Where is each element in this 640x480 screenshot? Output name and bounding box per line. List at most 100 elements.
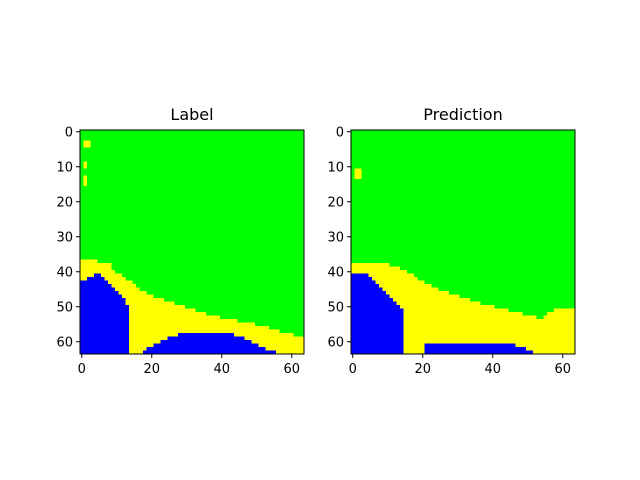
label-cell-run xyxy=(80,280,109,285)
prediction-cell-run xyxy=(351,196,576,201)
label-cell-run xyxy=(80,312,130,316)
label-cell-run xyxy=(129,340,161,344)
label-cell-run xyxy=(129,336,168,341)
label-xtick-label: 20 xyxy=(143,362,160,377)
prediction-cell-run xyxy=(351,336,404,341)
label-cell-run xyxy=(80,172,305,176)
prediction-cell-run xyxy=(459,294,576,299)
label-cell-run xyxy=(80,210,305,215)
label-cell-run xyxy=(83,182,88,187)
prediction-cell-run xyxy=(351,154,576,159)
label-cell-run xyxy=(80,186,305,190)
label-cell-run xyxy=(80,270,116,274)
label-cell-run xyxy=(153,294,305,299)
label-cell-run xyxy=(129,315,221,320)
prediction-cell-run xyxy=(536,315,544,320)
label-axes-frame xyxy=(79,129,305,355)
label-cell-run xyxy=(125,298,165,302)
prediction-cell-run xyxy=(351,294,390,299)
prediction-cell-run xyxy=(361,175,576,180)
prediction-cell-run xyxy=(424,343,516,348)
label-cell-run xyxy=(87,179,305,183)
label-cell-run xyxy=(80,252,305,257)
label-cell-run xyxy=(80,133,305,138)
prediction-cell-run xyxy=(543,315,576,320)
label-cell-run xyxy=(80,333,130,337)
prediction-cell-run xyxy=(403,322,576,327)
prediction-ytick-label: 0 xyxy=(336,125,344,140)
label-cell-run xyxy=(160,340,252,344)
label-cell-run xyxy=(80,294,123,299)
prediction-cell-run xyxy=(375,280,425,285)
label-cell-run xyxy=(125,277,305,281)
prediction-cell-run xyxy=(361,172,576,176)
prediction-cell-run xyxy=(403,308,509,313)
label-cell-run xyxy=(80,301,126,306)
prediction-cell-run xyxy=(351,182,576,187)
label-cell-run xyxy=(80,343,130,348)
label-cell-run xyxy=(90,144,305,148)
label-cell-run xyxy=(279,329,305,334)
prediction-cell-run xyxy=(407,270,576,274)
label-cell-run xyxy=(136,284,305,288)
prediction-cell-run xyxy=(526,347,576,351)
prediction-cell-run xyxy=(547,312,576,316)
label-cell-run xyxy=(111,266,305,271)
label-cell-run xyxy=(80,259,98,264)
prediction-cell-run xyxy=(382,287,439,292)
label-cell-run xyxy=(83,144,91,148)
label-cell-run xyxy=(83,175,88,180)
label-cell-run xyxy=(80,168,305,173)
label-cell-run xyxy=(87,277,105,281)
prediction-title: Prediction xyxy=(423,105,502,124)
label-cell-run xyxy=(80,130,305,134)
prediction-cell-run xyxy=(372,277,418,281)
prediction-cell-run xyxy=(508,308,555,313)
prediction-cell-run xyxy=(351,189,576,194)
prediction-cell-run xyxy=(368,273,415,278)
label-cell-run xyxy=(129,350,144,355)
prediction-cell-run xyxy=(351,277,373,281)
label-cell-run xyxy=(153,343,259,348)
prediction-ytick-label: 10 xyxy=(327,160,344,175)
label-cell-run xyxy=(80,189,305,194)
label-cell-run xyxy=(122,273,305,278)
label-cell-run xyxy=(111,263,305,267)
prediction-cell-run xyxy=(351,165,576,169)
label-axes-ticks: 0 20 40 60 0 10 20 30 40 50 60 xyxy=(56,125,300,377)
prediction-cell-run xyxy=(351,273,369,278)
prediction-cell-run xyxy=(351,147,576,152)
label-cell-run xyxy=(80,319,130,323)
label-cell-run xyxy=(87,182,305,187)
prediction-cell-run xyxy=(351,245,576,250)
prediction-cell-run xyxy=(351,270,408,274)
prediction-cell-run xyxy=(351,347,404,351)
label-cell-run xyxy=(255,322,305,327)
label-cell-run xyxy=(80,245,305,250)
prediction-heatmap xyxy=(351,130,576,355)
label-title: Label xyxy=(170,105,213,124)
prediction-ytick-label: 60 xyxy=(327,335,344,350)
label-ytick-label: 20 xyxy=(56,195,73,210)
label-cell-run xyxy=(115,270,305,274)
prediction-cell-run xyxy=(403,340,576,344)
prediction-cell-run xyxy=(351,168,355,173)
label-cell-run xyxy=(146,347,266,351)
label-cell-run xyxy=(132,280,305,285)
prediction-ytick-label: 40 xyxy=(327,265,344,280)
label-cell-run xyxy=(80,322,130,327)
label-cell-run xyxy=(80,214,305,218)
label-cell-run xyxy=(80,298,126,302)
prediction-cell-run xyxy=(351,312,404,316)
prediction-cell-run xyxy=(351,175,355,180)
label-cell-run xyxy=(80,347,130,351)
label-cell-run xyxy=(87,175,305,180)
prediction-cell-run xyxy=(351,203,576,208)
label-xtick-label: 40 xyxy=(213,362,230,377)
label-cell-run xyxy=(251,340,305,344)
prediction-xtick-label: 20 xyxy=(414,362,431,377)
prediction-xtick-label: 40 xyxy=(484,362,501,377)
prediction-cell-run xyxy=(424,350,534,355)
prediction-cell-run xyxy=(351,228,576,232)
label-ytick-label: 50 xyxy=(56,300,73,315)
